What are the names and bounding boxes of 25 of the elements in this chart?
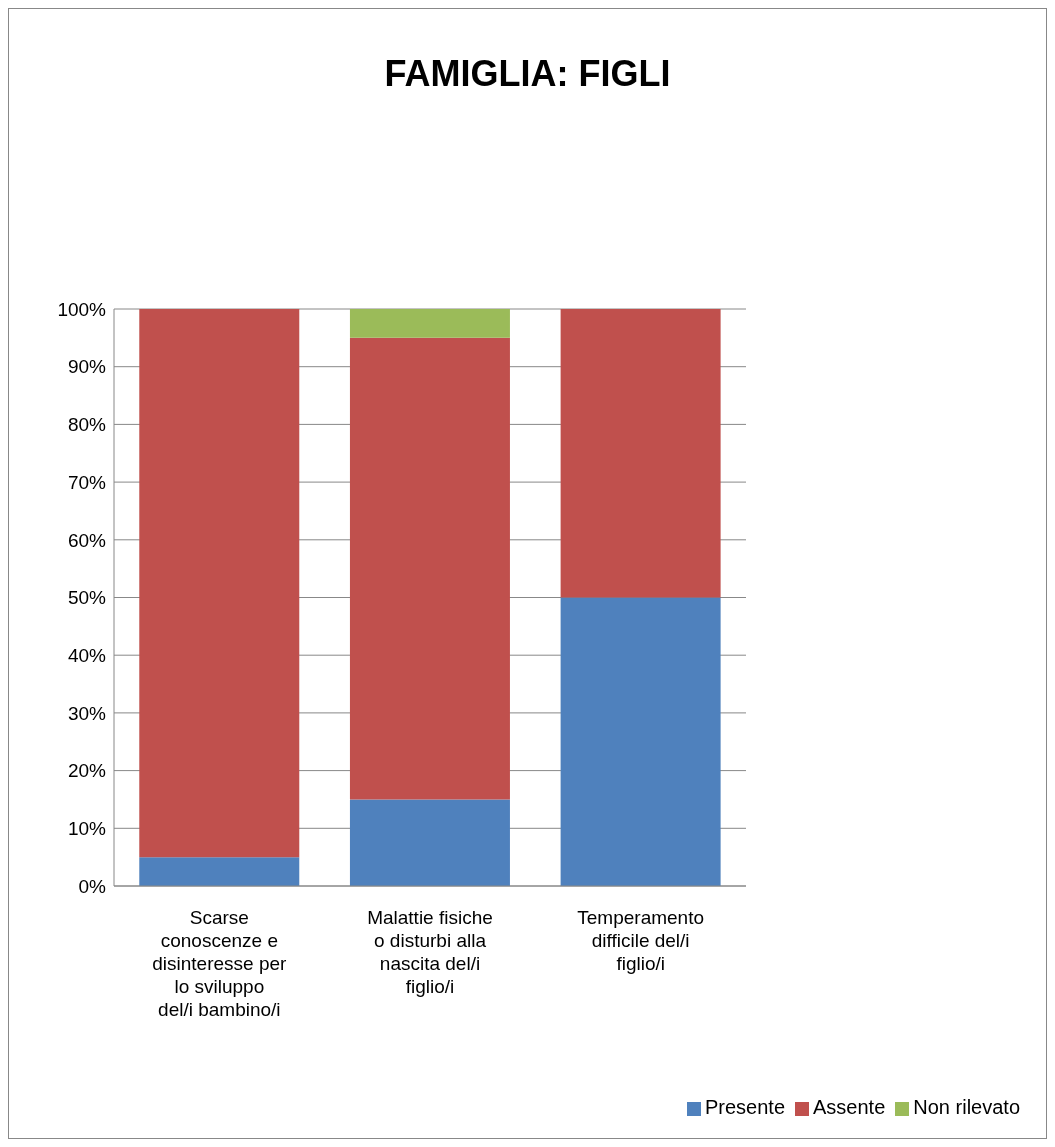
y-tick-label: 20% [67, 760, 107, 782]
y-tick-label: 90% [67, 356, 107, 378]
bar [560, 309, 721, 598]
y-tick-label: 0% [78, 875, 107, 897]
y-tick-label: 30% [67, 702, 107, 724]
bar [139, 309, 300, 858]
legend-label: Assente [813, 1096, 886, 1118]
x-tick-label: Malattie fisiche o disturbi alla nascita del/i figlio/i [367, 907, 493, 997]
bar [139, 857, 300, 886]
x-tick-label: Temperamento difficile del/i figlio/i [577, 907, 705, 974]
chart-title: FAMIGLIA: FIGLI [383, 53, 672, 95]
y-tick-label: 10% [67, 818, 107, 840]
bar [349, 799, 510, 886]
bar [349, 309, 510, 338]
y-tick-label: 60% [67, 529, 107, 551]
y-tick-label: 100% [57, 298, 107, 320]
y-tick-label: 70% [67, 471, 107, 493]
y-tick-label: 40% [67, 644, 107, 666]
y-tick-label: 50% [67, 587, 107, 609]
y-tick-label: 80% [67, 414, 107, 436]
bar [349, 337, 510, 800]
x-tick-label: Scarse conoscenze e disinteresse per lo sviluppo del/i bambino/i [152, 907, 288, 1020]
bar [560, 597, 721, 886]
legend-label: Non rilevato [913, 1096, 1020, 1118]
legend-label: Presente [704, 1096, 786, 1118]
